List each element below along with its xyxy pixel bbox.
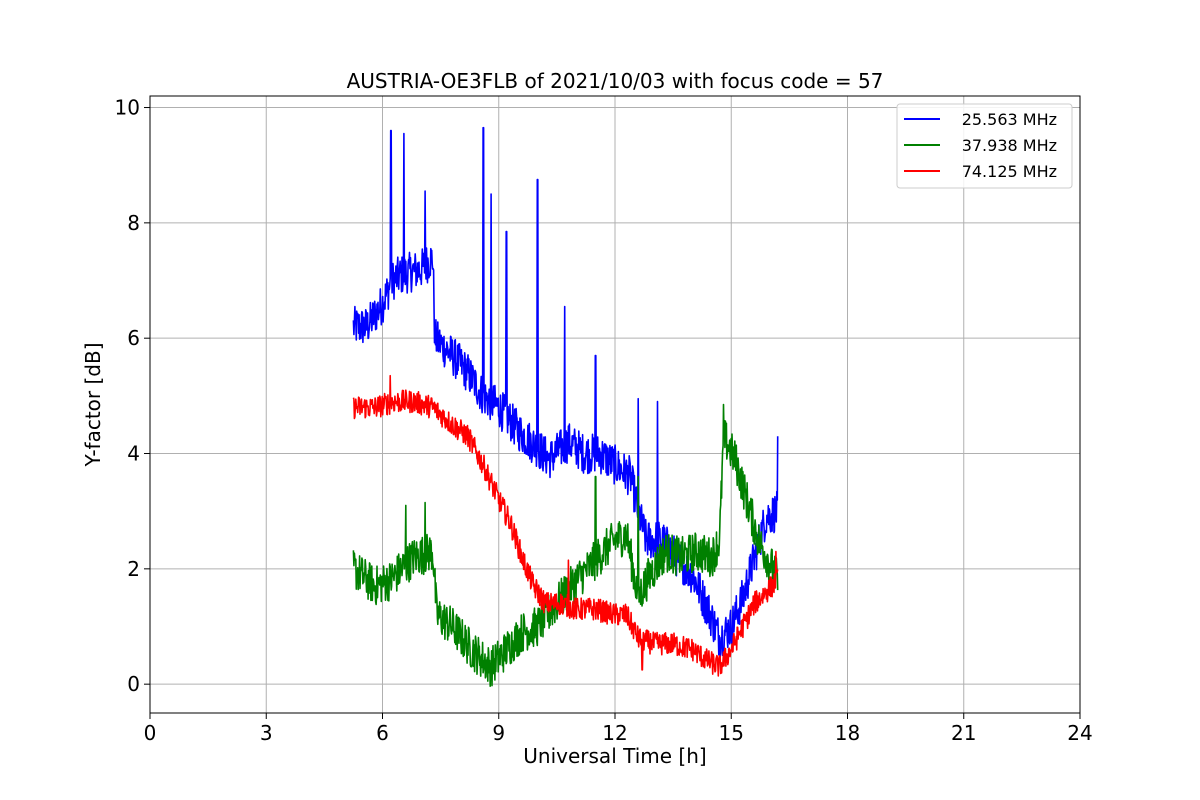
- y-tick-label: 6: [127, 326, 140, 350]
- series-line: [352, 126, 779, 658]
- y-axis-label: Y-factor [dB]: [81, 342, 105, 467]
- chart-title: AUSTRIA-OE3FLB of 2021/10/03 with focus …: [347, 69, 884, 93]
- x-tick-label: 21: [951, 721, 976, 745]
- legend-label: 74.125 MHz: [962, 162, 1057, 181]
- legend-label: 25.563 MHz: [962, 110, 1057, 129]
- x-tick-label: 12: [602, 721, 627, 745]
- y-tick-label: 8: [127, 211, 140, 235]
- y-tick-label: 2: [127, 557, 140, 581]
- series-line: [352, 374, 779, 677]
- legend-label: 37.938 MHz: [962, 136, 1057, 155]
- x-tick-label: 15: [719, 721, 744, 745]
- x-tick-label: 3: [260, 721, 273, 745]
- x-tick-label: 9: [492, 721, 505, 745]
- y-tick-label: 0: [127, 672, 140, 696]
- x-tick-label: 6: [376, 721, 389, 745]
- y-tick-label: 10: [115, 96, 140, 120]
- series-line: [352, 403, 779, 687]
- y-tick-label: 4: [127, 442, 140, 466]
- legend: 25.563 MHz 37.938 MHz 74.125 MHz: [896, 103, 1073, 189]
- x-axis-label: Universal Time [h]: [523, 744, 706, 768]
- x-tick-label: 0: [144, 721, 157, 745]
- x-tick-label: 18: [835, 721, 860, 745]
- x-tick-label: 24: [1067, 721, 1092, 745]
- series-layer: [352, 126, 779, 687]
- legend-box: [896, 103, 1073, 189]
